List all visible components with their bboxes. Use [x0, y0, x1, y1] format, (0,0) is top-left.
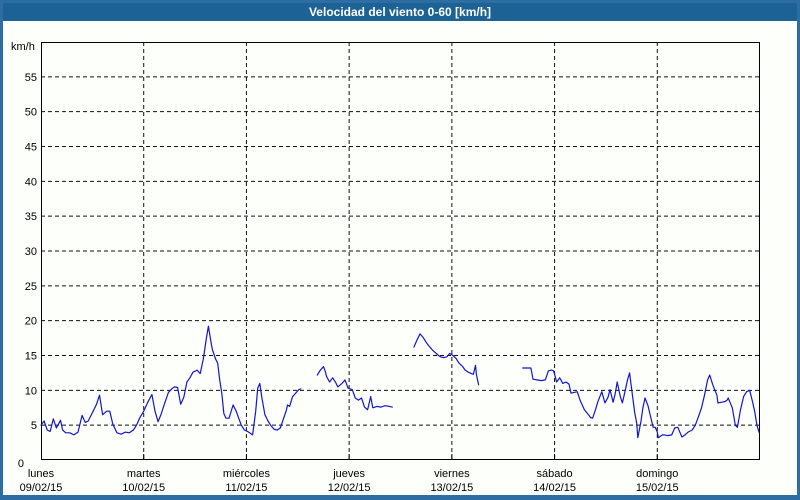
x-axis-day-label: martes: [127, 468, 161, 480]
x-axis-day-label: domingo: [636, 468, 678, 480]
x-axis-date-label: 14/02/15: [533, 482, 576, 494]
x-axis-day-label: viernes: [434, 468, 470, 480]
x-axis-date-label: 10/02/15: [122, 482, 165, 494]
wind-speed-chart: km/h 0 5 10 15 20 25 30 35 40 45 50 55 lunes 09/02/15 m…: [11, 41, 760, 494]
y-axis-tick-label: 55: [25, 72, 37, 84]
y-axis-tick-label: 45: [25, 142, 37, 154]
x-axis-day-label: jueves: [332, 468, 365, 480]
y-axis-tick-label: 35: [25, 211, 37, 223]
wind-speed-line-segment: [522, 367, 760, 439]
y-axis-tick-label: 50: [25, 107, 37, 119]
x-axis-date-label: 15/02/15: [636, 482, 679, 494]
x-axis-day-label: lunes: [28, 468, 55, 480]
y-axis-tick-label: 25: [25, 281, 37, 293]
y-axis-tick-label: 5: [31, 420, 37, 432]
x-axis-day-label: miércoles: [223, 468, 271, 480]
plot-border: [41, 42, 760, 460]
y-axis-tick-label: 30: [25, 246, 37, 258]
chart-title: Velocidad del viento 0-60 [km/h]: [308, 5, 492, 19]
y-axis-unit-label: km/h: [11, 41, 35, 53]
x-axis-date-label: 13/02/15: [430, 482, 473, 494]
chart-title-bar: Velocidad del viento 0-60 [km/h]: [3, 3, 797, 21]
x-axis-date-label: 12/02/15: [328, 482, 371, 494]
wind-speed-line-segment: [413, 333, 480, 386]
y-axis-tick-label: 20: [25, 316, 37, 328]
x-axis-day-label: sábado: [537, 468, 573, 480]
chart-area: km/h 0 5 10 15 20 25 30 35 40 45 50 55 lunes 09/02/15 m…: [3, 21, 797, 495]
y-axis-tick-label: 40: [25, 176, 37, 188]
y-axis-tick-label: 10: [25, 385, 37, 397]
x-axis-date-label: 09/02/15: [20, 482, 63, 494]
wind-speed-line-segment: [40, 325, 302, 436]
wind-speed-line-segment: [316, 366, 393, 411]
y-axis-tick-label: 0: [18, 458, 24, 470]
x-axis-date-label: 11/02/15: [225, 482, 267, 494]
y-axis-tick-label: 15: [25, 351, 37, 363]
